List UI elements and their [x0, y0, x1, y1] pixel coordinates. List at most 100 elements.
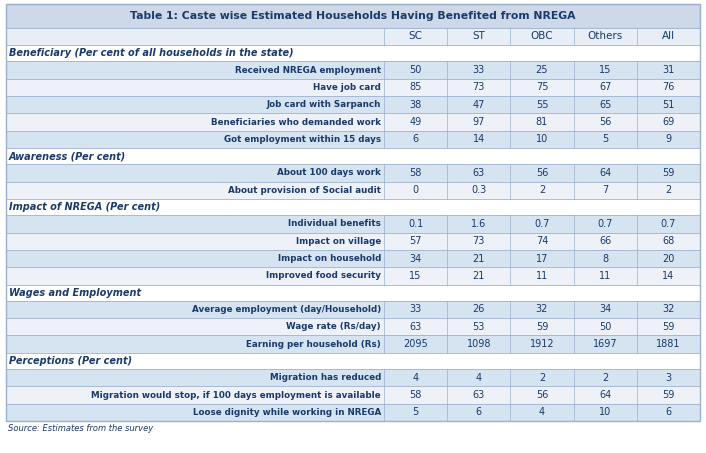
- Text: 10: 10: [599, 407, 611, 417]
- Text: 69: 69: [662, 117, 674, 127]
- Text: 74: 74: [536, 236, 548, 246]
- Text: 65: 65: [599, 100, 611, 110]
- Text: 53: 53: [472, 322, 485, 332]
- Text: 2: 2: [602, 373, 609, 383]
- Bar: [6, 199, 700, 215]
- Text: SC: SC: [409, 32, 423, 42]
- Bar: [6, 96, 700, 113]
- Bar: [6, 4, 700, 28]
- Bar: [6, 386, 700, 404]
- Text: Impact on village: Impact on village: [296, 237, 381, 246]
- Text: 10: 10: [536, 135, 548, 145]
- Text: Have job card: Have job card: [313, 83, 381, 92]
- Text: 11: 11: [536, 271, 548, 281]
- Bar: [6, 182, 700, 199]
- Bar: [6, 28, 700, 45]
- Text: 55: 55: [536, 100, 549, 110]
- Text: 5: 5: [602, 135, 609, 145]
- Text: 59: 59: [536, 322, 548, 332]
- Text: 33: 33: [473, 65, 485, 75]
- Bar: [6, 45, 700, 62]
- Bar: [6, 79, 700, 96]
- Text: 25: 25: [536, 65, 549, 75]
- Bar: [6, 250, 700, 267]
- Text: 2: 2: [539, 185, 545, 195]
- Text: 2: 2: [539, 373, 545, 383]
- Text: 20: 20: [662, 254, 675, 264]
- Text: Average employment (day/Household): Average employment (day/Household): [192, 305, 381, 314]
- Text: 59: 59: [662, 168, 675, 178]
- Bar: [6, 164, 700, 182]
- Text: Source: Estimates from the survey: Source: Estimates from the survey: [8, 424, 153, 433]
- Bar: [6, 148, 700, 164]
- Text: All: All: [662, 32, 675, 42]
- Text: 4: 4: [476, 373, 482, 383]
- Text: Table 1: Caste wise Estimated Households Having Benefited from NREGA: Table 1: Caste wise Estimated Households…: [130, 11, 576, 21]
- Text: 14: 14: [473, 135, 485, 145]
- Text: 15: 15: [599, 65, 611, 75]
- Text: 8: 8: [602, 254, 609, 264]
- Text: 47: 47: [472, 100, 485, 110]
- Bar: [6, 267, 700, 284]
- Text: 1881: 1881: [656, 339, 681, 349]
- Text: 0: 0: [412, 185, 419, 195]
- Text: 11: 11: [599, 271, 611, 281]
- Text: 26: 26: [472, 304, 485, 314]
- Text: 21: 21: [472, 271, 485, 281]
- Text: 7: 7: [602, 185, 609, 195]
- Text: 32: 32: [536, 304, 548, 314]
- Bar: [6, 232, 700, 250]
- Text: 73: 73: [472, 236, 485, 246]
- Bar: [6, 369, 700, 386]
- Text: Individual benefits: Individual benefits: [288, 219, 381, 228]
- Text: 58: 58: [409, 168, 421, 178]
- Text: OBC: OBC: [531, 32, 554, 42]
- Text: 56: 56: [536, 390, 548, 400]
- Text: 81: 81: [536, 117, 548, 127]
- Text: 3: 3: [665, 373, 671, 383]
- Text: 75: 75: [536, 82, 549, 92]
- Text: 6: 6: [412, 135, 419, 145]
- Text: 73: 73: [472, 82, 485, 92]
- Text: 1912: 1912: [530, 339, 554, 349]
- Text: 76: 76: [662, 82, 675, 92]
- Text: Awareness (Per cent): Awareness (Per cent): [9, 151, 126, 161]
- Bar: [6, 318, 700, 335]
- Text: 32: 32: [662, 304, 675, 314]
- Text: 50: 50: [409, 65, 421, 75]
- Text: 59: 59: [662, 322, 675, 332]
- Bar: [6, 353, 700, 369]
- Text: 63: 63: [473, 390, 485, 400]
- Bar: [6, 215, 700, 232]
- Text: 0.7: 0.7: [597, 219, 613, 229]
- Text: 63: 63: [473, 168, 485, 178]
- Text: About provision of Social audit: About provision of Social audit: [228, 186, 381, 195]
- Text: 57: 57: [409, 236, 422, 246]
- Text: Impact on household: Impact on household: [277, 254, 381, 263]
- Bar: [6, 62, 700, 79]
- Text: 6: 6: [476, 407, 482, 417]
- Text: Beneficiaries who demanded work: Beneficiaries who demanded work: [211, 118, 381, 126]
- Text: 21: 21: [472, 254, 485, 264]
- Bar: [6, 301, 700, 318]
- Text: 6: 6: [665, 407, 671, 417]
- Text: 58: 58: [409, 390, 421, 400]
- Text: Wage rate (Rs/day): Wage rate (Rs/day): [287, 322, 381, 331]
- Text: 0.3: 0.3: [471, 185, 486, 195]
- Text: 64: 64: [599, 390, 611, 400]
- Text: ST: ST: [472, 32, 485, 42]
- Text: Got employment within 15 days: Got employment within 15 days: [224, 135, 381, 144]
- Text: 0.1: 0.1: [408, 219, 423, 229]
- Text: 4: 4: [539, 407, 545, 417]
- Text: 49: 49: [409, 117, 421, 127]
- Text: 33: 33: [409, 304, 421, 314]
- Text: 64: 64: [599, 168, 611, 178]
- Text: 1697: 1697: [593, 339, 618, 349]
- Text: 34: 34: [599, 304, 611, 314]
- Text: 2095: 2095: [403, 339, 428, 349]
- Text: 14: 14: [662, 271, 674, 281]
- Text: 63: 63: [409, 322, 421, 332]
- Text: 17: 17: [536, 254, 548, 264]
- Text: Impact of NREGA (Per cent): Impact of NREGA (Per cent): [9, 202, 160, 212]
- Text: 1.6: 1.6: [471, 219, 486, 229]
